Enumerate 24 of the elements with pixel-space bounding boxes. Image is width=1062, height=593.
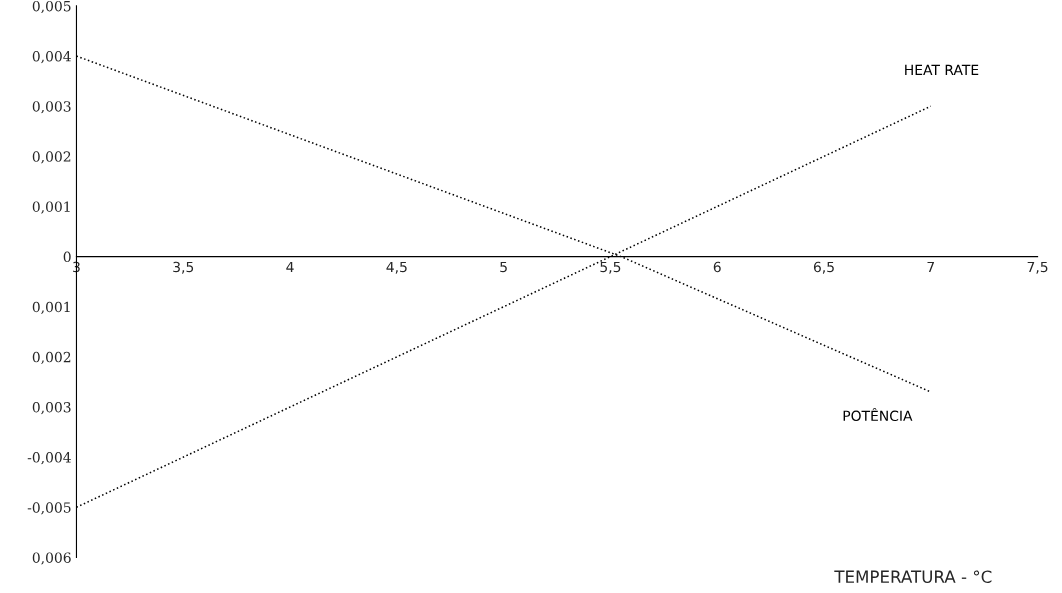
x-tick-label: 4 bbox=[286, 261, 294, 273]
x-tick-label: 3,5 bbox=[173, 261, 194, 274]
x-tick-label: 7,5 bbox=[1027, 261, 1048, 274]
y-tick-label: 0,002 bbox=[32, 351, 71, 365]
x-axis-title: TEMPERATURA - °C bbox=[834, 570, 992, 584]
text: HEAT RATE bbox=[905, 64, 979, 75]
y-tick-label: 0,003 bbox=[32, 101, 71, 114]
y-tick-label: 0,003 bbox=[32, 401, 71, 415]
x-tick-label: 4,5 bbox=[386, 261, 407, 274]
y-tick-label: 0 bbox=[63, 251, 71, 263]
y-tick-label: -0,005 bbox=[27, 502, 71, 515]
y-tick-label: -0,004 bbox=[27, 452, 71, 465]
x-tick-label: 7 bbox=[927, 261, 935, 273]
y-tick-label: 0,006 bbox=[32, 552, 71, 565]
series-label: POTÊNCIA bbox=[843, 408, 913, 422]
y-tick-label: 0,001 bbox=[32, 301, 70, 314]
y-tick-label: 0,002 bbox=[32, 151, 71, 164]
x-tick-label: 6,5 bbox=[813, 261, 834, 274]
y-tick-label: 0,005 bbox=[32, 0, 71, 14]
x-tick-label: 6 bbox=[713, 261, 721, 273]
x-tick-label: 5,5 bbox=[600, 261, 621, 274]
y-tick-label: 0,004 bbox=[32, 51, 71, 64]
y-tick-label: 0,001 bbox=[32, 201, 70, 214]
x-tick-label: 5 bbox=[500, 261, 507, 273]
